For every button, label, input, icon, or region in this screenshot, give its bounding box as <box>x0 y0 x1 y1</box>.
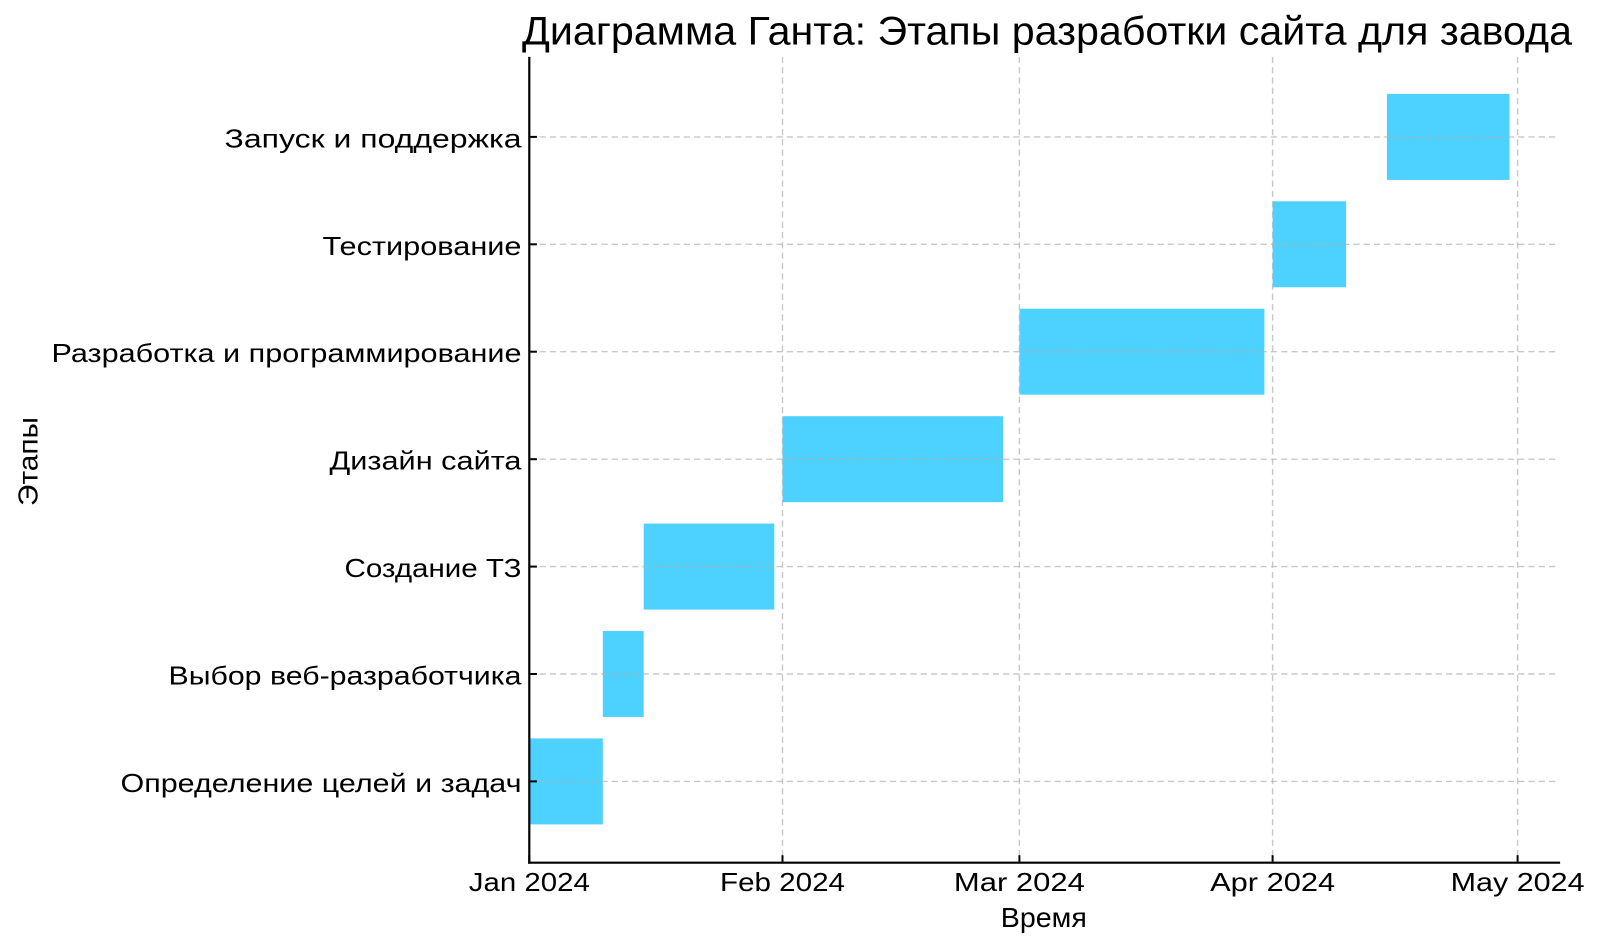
svg-text:Дизайн сайта: Дизайн сайта <box>330 446 523 476</box>
svg-text:Запуск и поддержка: Запуск и поддержка <box>225 123 523 153</box>
svg-text:Feb 2024: Feb 2024 <box>720 867 845 897</box>
svg-text:Apr 2024: Apr 2024 <box>1210 867 1335 897</box>
svg-text:Диаграмма Ганта: Этапы разрабо: Диаграмма Ганта: Этапы разработки сайта … <box>522 9 1573 53</box>
svg-text:Создание ТЗ: Создание ТЗ <box>345 553 522 583</box>
svg-text:Разработка и программирование: Разработка и программирование <box>52 338 522 368</box>
svg-text:Выбор веб-разработчика: Выбор веб-разработчика <box>169 661 523 691</box>
svg-text:Тестирование: Тестирование <box>323 231 522 261</box>
svg-text:Время: Время <box>1001 902 1087 933</box>
svg-text:Jan 2024: Jan 2024 <box>469 867 590 897</box>
svg-text:Этапы: Этапы <box>13 417 44 506</box>
svg-text:Mar 2024: Mar 2024 <box>954 867 1085 897</box>
svg-text:May 2024: May 2024 <box>1451 867 1585 897</box>
svg-text:Определение целей и задач: Определение целей и задач <box>121 768 522 798</box>
